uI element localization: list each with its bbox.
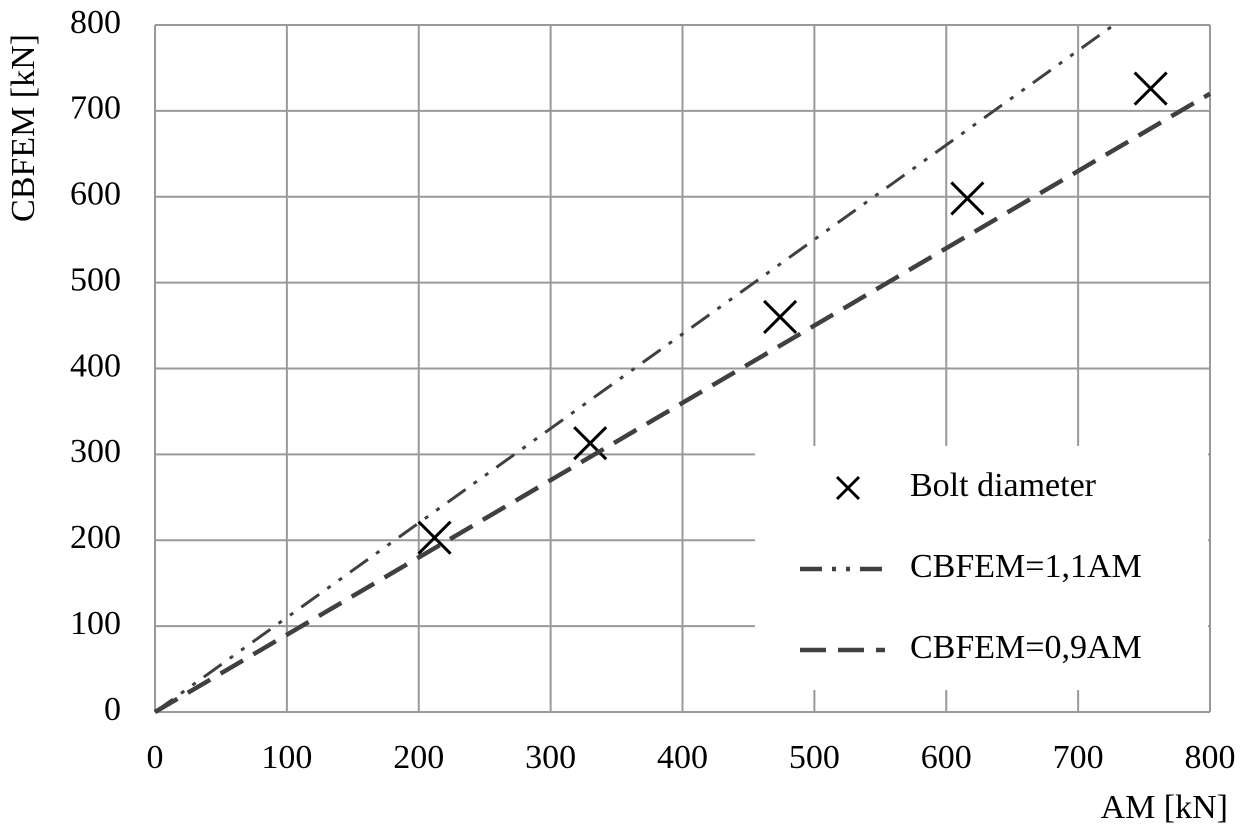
reference-line	[153, 91, 1212, 714]
x-tick-label: 500	[789, 739, 840, 776]
y-axis-title: CBFEM [kN]	[5, 34, 42, 222]
y-tick-label: 500	[70, 261, 121, 298]
y-tick-label: 200	[70, 519, 121, 556]
legend-label: CBFEM=0,9AM	[910, 629, 1142, 666]
y-tick-label: 600	[70, 176, 121, 213]
legend-label: CBFEM=1,1AM	[910, 548, 1142, 585]
marker-stroke	[763, 299, 798, 335]
y-tick-label: 0	[104, 691, 121, 728]
x-tick-label: 600	[921, 739, 972, 776]
x-tick-label: 0	[147, 739, 164, 776]
x-tick-label: 700	[1053, 739, 1104, 776]
reference-line	[154, 23, 1115, 714]
y-tick-label: 700	[70, 90, 121, 127]
marker-stroke	[417, 520, 452, 555]
marker	[417, 520, 452, 555]
marker-stroke	[950, 181, 985, 216]
marker	[573, 426, 608, 461]
marker-stroke	[1133, 71, 1168, 106]
x-tick-label: 100	[261, 739, 312, 776]
y-tick-label: 100	[70, 605, 121, 642]
x-axis-title: AM [kN]	[1101, 789, 1228, 826]
legend-label: Bolt diameter	[910, 467, 1097, 504]
x-tick-label: 400	[657, 739, 708, 776]
x-tick-label: 800	[1185, 739, 1236, 776]
y-tick-label: 400	[70, 347, 121, 384]
marker-stroke	[835, 475, 861, 501]
legend-box	[755, 446, 1208, 690]
marker	[1133, 71, 1168, 106]
marker	[763, 299, 798, 335]
x-tick-label: 200	[393, 739, 444, 776]
y-tick-label: 800	[70, 4, 121, 41]
marker-stroke	[573, 426, 608, 461]
marker	[835, 475, 861, 501]
x-tick-label: 300	[525, 739, 576, 776]
y-tick-label: 300	[70, 433, 121, 470]
marker	[950, 181, 985, 216]
